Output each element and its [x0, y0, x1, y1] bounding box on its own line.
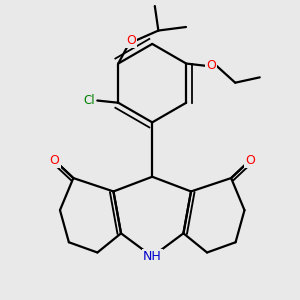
- Text: O: O: [245, 154, 255, 167]
- Text: O: O: [206, 59, 216, 72]
- Text: O: O: [50, 154, 60, 167]
- Text: NH: NH: [143, 250, 162, 263]
- Text: O: O: [126, 34, 136, 47]
- Text: Cl: Cl: [83, 94, 95, 107]
